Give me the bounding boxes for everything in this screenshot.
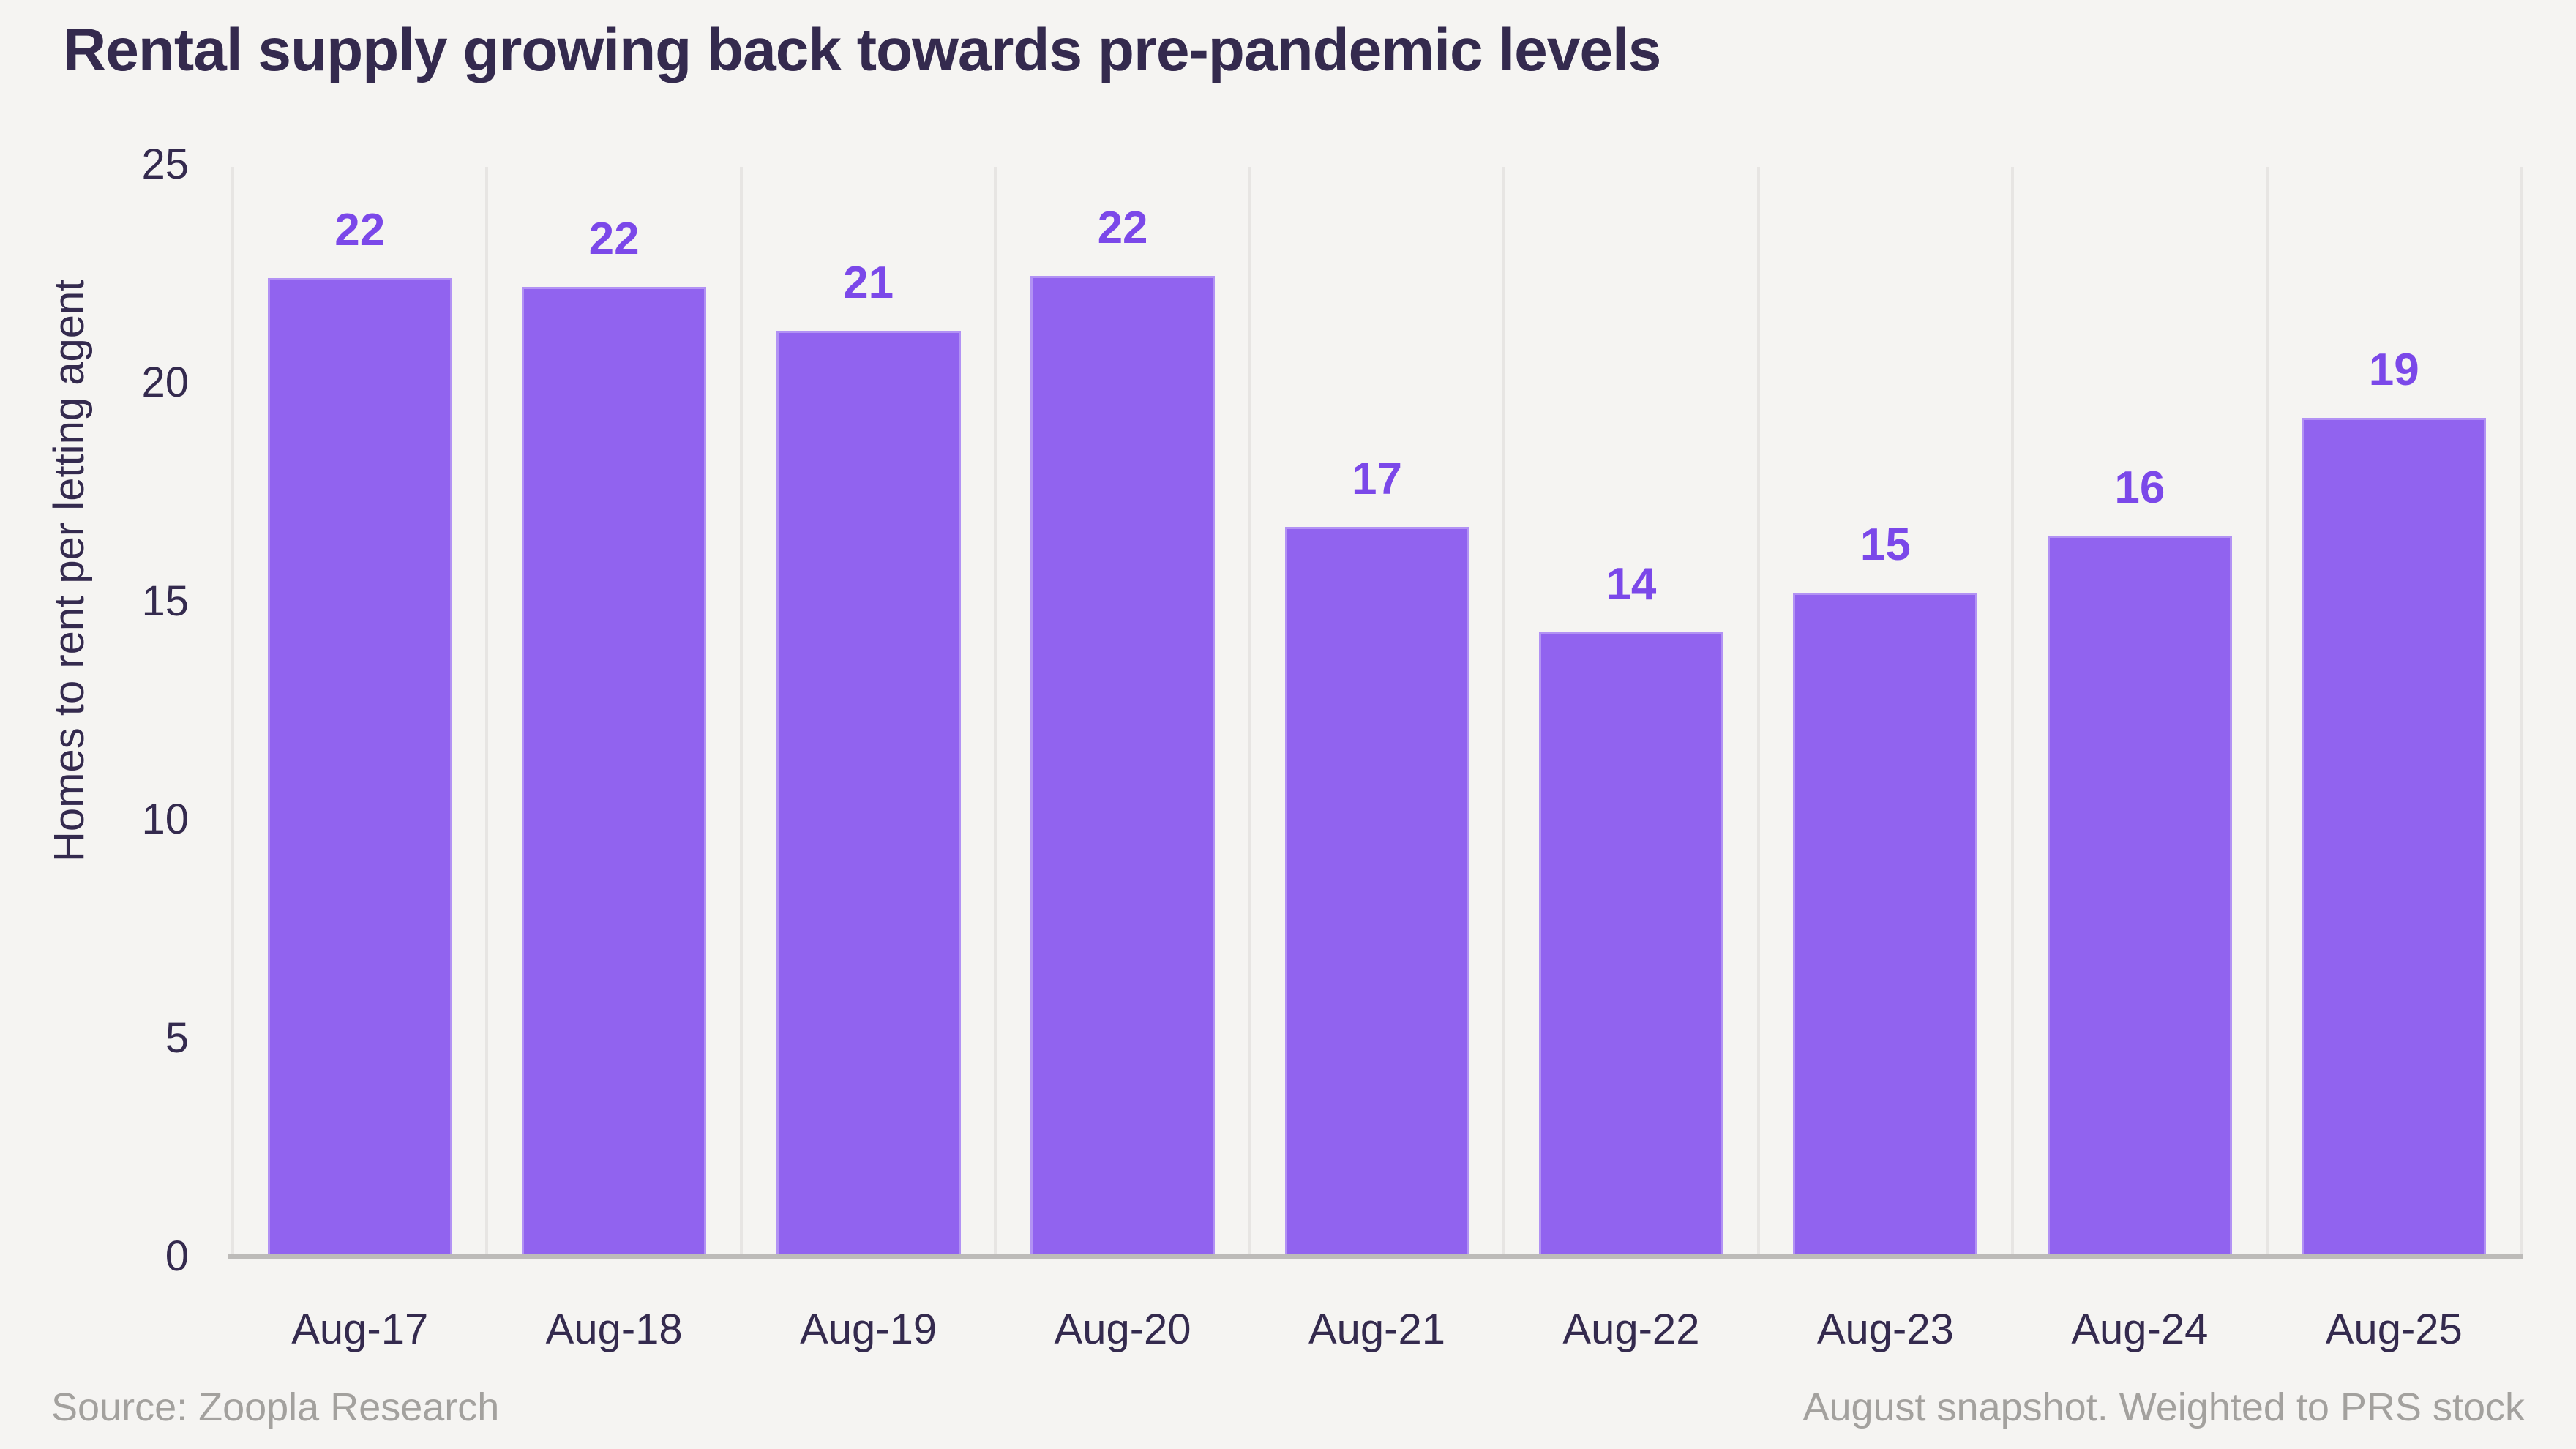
bar-aug-17	[268, 278, 452, 1257]
x-tick-label: Aug-22	[1562, 1306, 1700, 1353]
bar-value-label: 19	[2368, 345, 2419, 395]
x-tick-label: Aug-18	[545, 1306, 683, 1353]
bar-value-label: 14	[1606, 559, 1657, 610]
x-tick-label: Aug-25	[2325, 1306, 2463, 1353]
y-tick-label: 10	[141, 795, 189, 844]
x-tick-label: Aug-20	[1054, 1306, 1191, 1353]
bar-aug-24	[2048, 536, 2232, 1257]
y-tick-label: 25	[141, 141, 189, 188]
bar-aug-25	[2302, 418, 2486, 1257]
y-tick-label: 20	[141, 359, 189, 407]
category-separator-gridline	[2520, 167, 2523, 1257]
x-tick-label: Aug-24	[2071, 1306, 2209, 1353]
category-separator-gridline	[2265, 167, 2269, 1257]
category-separator-gridline	[231, 167, 234, 1257]
methodology-note: August snapshot. Weighted to PRS stock	[1802, 1385, 2525, 1429]
x-tick-label: Aug-21	[1308, 1306, 1446, 1353]
category-separator-gridline	[1502, 167, 1506, 1257]
bar-value-label: 21	[843, 258, 894, 308]
bar-value-label: 22	[588, 214, 640, 264]
bar-value-label: 17	[1352, 454, 1402, 504]
category-separator-gridline	[1756, 167, 1760, 1257]
category-separator-gridline	[994, 167, 997, 1257]
category-separator-gridline	[739, 167, 743, 1257]
bar-aug-23	[1793, 593, 1977, 1257]
x-axis-baseline	[228, 1254, 2523, 1259]
y-tick-label: 0	[165, 1232, 189, 1280]
bar-value-label: 22	[334, 205, 386, 255]
x-tick-label: Aug-19	[800, 1306, 937, 1353]
bar-value-label: 16	[2114, 463, 2165, 513]
bar-aug-22	[1539, 632, 1723, 1257]
source-note: Source: Zoopla Research	[51, 1385, 500, 1429]
bar-aug-20	[1030, 276, 1215, 1257]
y-tick-label: 15	[141, 577, 189, 625]
x-tick-label: Aug-17	[291, 1306, 429, 1353]
chart-title: Rental supply growing back towards pre-p…	[63, 17, 1661, 83]
bar-value-label: 22	[1097, 203, 1148, 253]
y-tick-label: 5	[165, 1014, 189, 1062]
bar-aug-18	[522, 287, 706, 1257]
x-tick-label: Aug-23	[1816, 1306, 1954, 1353]
category-separator-gridline	[485, 167, 489, 1257]
category-separator-gridline	[2011, 167, 2015, 1257]
category-separator-gridline	[1248, 167, 1251, 1257]
bar-value-label: 15	[1860, 520, 1911, 570]
bar-aug-19	[776, 331, 961, 1257]
bar-aug-21	[1285, 527, 1469, 1257]
